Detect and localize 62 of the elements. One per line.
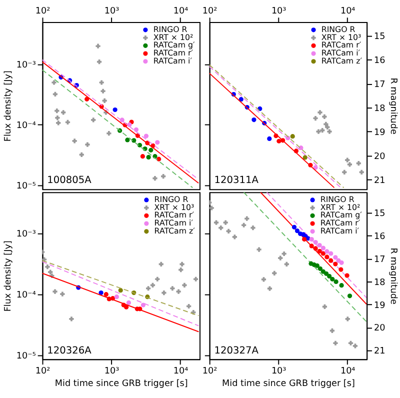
text: 16 [374,56,386,66]
x-tick-label: 10³ [271,6,287,17]
y-axis-title: Flux density [Jy] [4,70,14,142]
legend-label: RATCam i′ [153,56,192,66]
x-tick-label: 10² [202,366,218,376]
y-tick-label: 10⁻⁵ [16,351,36,362]
y2-axis-title: R magnitude [388,248,398,304]
x-tick-label: 10² [35,6,50,17]
annotation: 120311A [214,175,259,186]
legend-label: RATCam r′ [153,48,194,58]
legend-label: RINGO R [153,24,188,34]
x-tick-label: 10⁴ [173,366,189,376]
annotation: 100805A [47,175,92,186]
y-axis-title: Flux density [Jy] [4,240,14,312]
text: 21 [374,346,386,357]
text: 18 [374,104,386,114]
x-tick-label: 10³ [271,366,287,376]
text: 17 [374,254,386,265]
annotation: 120327A [214,345,259,356]
text: 18 [374,278,386,288]
text: 15 [374,32,386,42]
text: 17 [374,80,386,90]
legend-label: RATCam g′ [153,40,196,50]
legend-label: RATCam i′ [320,226,360,236]
x-axis-title: Mid time since GRB trigger [s] [54,379,188,390]
y-tick-label: 10⁻³ [16,230,36,240]
legend-label: RATCam r′ [320,218,360,228]
x-tick-label: 10² [202,6,218,17]
legend-label: RATCam i′ [321,48,360,58]
legend-label: RATCam z′ [154,226,196,236]
legend-label: RINGO R [320,194,355,204]
text: 19 [374,128,386,138]
text: 16 [374,232,386,242]
legend-label: XRT × 10³ [154,202,194,212]
legend-label: XRT × 10² [153,32,194,42]
legend-label: RATCam g′ [320,210,362,220]
legend-label: RATCam z′ [321,56,362,66]
legend-label: RINGO R [321,24,356,34]
text: 20 [374,324,386,334]
x-tick-label: 10³ [104,6,120,17]
y-tick-label: 10⁻⁵ [16,182,36,192]
legend-label: XRT × 10³ [321,32,362,42]
x-tick-label: 10² [35,366,50,376]
legend-label: RATCam r′ [321,40,362,50]
text: 15 [374,209,386,220]
x-axis-title: Mid time since GRB trigger [s] [222,379,355,390]
text: 21 [374,176,386,186]
text: 20 [374,152,386,162]
annotation: 120326A [47,345,92,356]
y-tick-label: 10⁻³ [16,60,36,71]
x-tick-label: 10⁴ [173,6,189,17]
text: 19 [374,300,386,311]
legend-label: RINGO R [154,194,189,204]
x-tick-label: 10⁴ [340,6,356,17]
y-tick-label: 10⁻⁴ [16,121,36,132]
legend-label: XRT × 10² [320,202,360,212]
y2-axis-title: R magnitude [388,78,398,134]
legend-label: RATCam i′ [154,218,194,228]
x-tick-label: 10⁴ [340,366,356,376]
x-tick-label: 10³ [104,366,120,376]
y-tick-label: 10⁻⁴ [16,290,36,300]
legend-label: RATCam r′ [154,210,194,220]
